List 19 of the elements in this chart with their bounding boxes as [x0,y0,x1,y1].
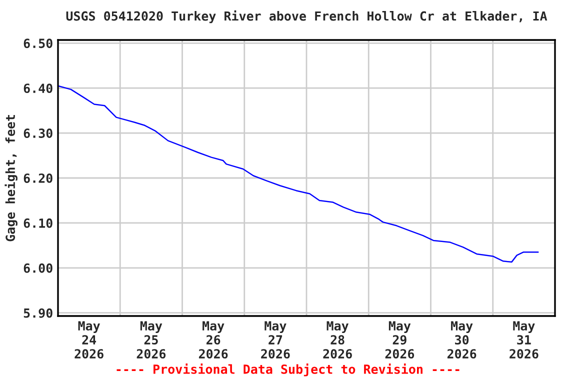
y-tick-label: 6.50 [24,38,52,48]
x-tick-label: May 31 2026 [510,321,538,359]
y-axis-title: Gage height, feet [4,115,18,242]
y-tick-label: 6.00 [24,263,52,273]
line-series [58,85,539,263]
text: ---- Provisional Data Subject to Revision ---- [116,364,460,376]
x-tick-label: May 30 2026 [447,321,476,359]
x-tick-label: May 26 2026 [198,321,228,359]
x-tick-label: May 27 2026 [261,321,290,359]
y-tick-label: 6.10 [24,218,52,228]
x-tick-label: May 25 2026 [136,321,166,359]
y-tick-label: 6.40 [24,84,52,94]
x-tick-label: May 24 2026 [74,321,104,359]
y-tick-label: 5.90 [24,308,52,318]
y-tick-label: 6.20 [24,173,52,183]
chart-title: USGS 05412020 Turkey River above French Hollow Cr at Elkader, IA [66,10,548,24]
x-tick-label: May 28 2026 [323,321,352,359]
y-tick-label: 6.30 [24,128,52,138]
x-tick-label: May 29 2026 [385,321,414,359]
